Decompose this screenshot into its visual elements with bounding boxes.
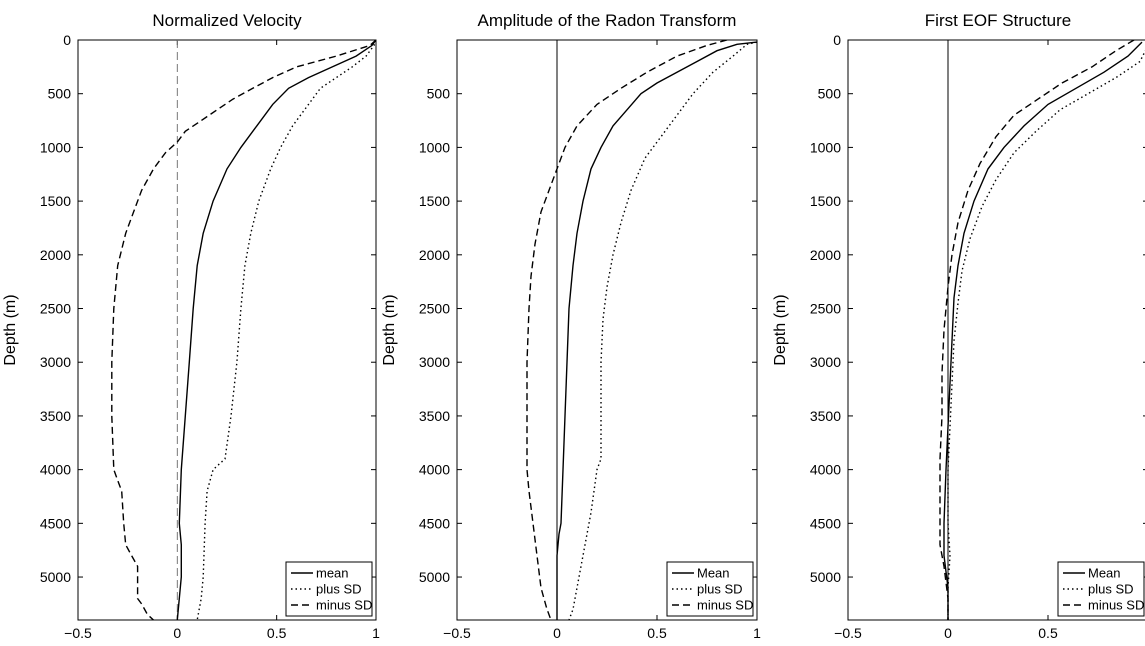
y-tick-label: 2500 bbox=[419, 301, 450, 317]
y-tick-label: 3500 bbox=[419, 408, 450, 424]
series-line-minus-sd bbox=[939, 40, 1135, 620]
axes-box bbox=[456, 39, 758, 621]
axes-box bbox=[847, 39, 1145, 621]
y-tick-label: 2000 bbox=[40, 247, 71, 263]
chart-panel-2: Amplitude of the Radon Transform Depth (m… bbox=[381, 11, 761, 641]
series-line-mean bbox=[176, 40, 376, 620]
series-line-minus-sd bbox=[111, 40, 376, 620]
y-tick-label: 3500 bbox=[810, 408, 841, 424]
legend-label: minus SD bbox=[1088, 598, 1144, 613]
y-tick-label: 2500 bbox=[810, 301, 841, 317]
chart-title: First EOF Structure bbox=[925, 11, 1071, 30]
y-tick-label: 1500 bbox=[810, 193, 841, 209]
x-tick-label: 0 bbox=[173, 625, 181, 641]
y-tick-label: 4000 bbox=[419, 462, 450, 478]
y-tick-label: 1500 bbox=[419, 193, 450, 209]
x-tick-label: −0.5 bbox=[64, 625, 92, 641]
series-line-plus-sd bbox=[947, 49, 1145, 620]
y-axis-label: Depth (m) bbox=[381, 294, 398, 365]
legend-label: Mean bbox=[1088, 566, 1121, 581]
series-line-plus-sd bbox=[568, 41, 757, 620]
y-tick-label: 3500 bbox=[40, 408, 71, 424]
x-tick-label: 0.5 bbox=[647, 625, 667, 641]
y-tick-label: 2000 bbox=[810, 247, 841, 263]
x-tick-label: 0 bbox=[553, 625, 561, 641]
legend-label: plus SD bbox=[697, 582, 743, 597]
axes-box bbox=[77, 39, 377, 621]
series-line-mean bbox=[556, 41, 757, 620]
chart-title: Amplitude of the Radon Transform bbox=[478, 11, 737, 30]
x-tick-label: 0.5 bbox=[1038, 625, 1058, 641]
y-tick-label: 0 bbox=[63, 32, 71, 48]
y-tick-label: 0 bbox=[833, 32, 841, 48]
x-tick-label: 1 bbox=[753, 625, 761, 641]
y-tick-label: 1000 bbox=[419, 139, 450, 155]
y-tick-label: 4000 bbox=[810, 462, 841, 478]
y-axis-label: Depth (m) bbox=[2, 294, 19, 365]
y-tick-label: 1000 bbox=[40, 139, 71, 155]
legend-label: minus SD bbox=[316, 598, 372, 613]
x-tick-label: 0 bbox=[944, 625, 952, 641]
y-tick-label: 5000 bbox=[40, 569, 71, 585]
chart-title: Normalized Velocity bbox=[152, 11, 302, 30]
legend-label: plus SD bbox=[316, 582, 362, 597]
y-tick-label: 2500 bbox=[40, 301, 71, 317]
series-line-minus-sd bbox=[526, 40, 728, 620]
chart-panel-1: Normalized Velocity Depth (m) −0.5 0 0.5 1 0 50… bbox=[2, 11, 380, 641]
x-tick-label: 1 bbox=[372, 625, 380, 641]
y-tick-label: 3000 bbox=[419, 354, 450, 370]
y-tick-label: 4500 bbox=[810, 515, 841, 531]
legend-label: minus SD bbox=[697, 598, 753, 613]
y-tick-label: 4500 bbox=[40, 515, 71, 531]
y-tick-label: 500 bbox=[427, 86, 451, 102]
x-tick-label: −0.5 bbox=[443, 625, 471, 641]
x-tick-label: −0.5 bbox=[834, 625, 862, 641]
legend-label: Mean bbox=[697, 566, 730, 581]
y-tick-label: 500 bbox=[818, 86, 842, 102]
y-tick-label: 2000 bbox=[419, 247, 450, 263]
y-tick-label: 3000 bbox=[40, 354, 71, 370]
y-tick-label: 5000 bbox=[810, 569, 841, 585]
y-axis-label: Depth (m) bbox=[772, 294, 789, 365]
y-tick-label: 1500 bbox=[40, 193, 71, 209]
legend-label: plus SD bbox=[1088, 582, 1134, 597]
y-tick-label: 4000 bbox=[40, 462, 71, 478]
series-line-plus-sd bbox=[196, 40, 376, 620]
y-tick-label: 1000 bbox=[810, 139, 841, 155]
y-tick-label: 3000 bbox=[810, 354, 841, 370]
legend-label: mean bbox=[316, 566, 349, 581]
y-tick-label: 5000 bbox=[419, 569, 450, 585]
series-line-mean bbox=[943, 41, 1143, 620]
y-tick-label: 500 bbox=[48, 86, 72, 102]
x-tick-label: 0.5 bbox=[267, 625, 287, 641]
y-tick-label: 4500 bbox=[419, 515, 450, 531]
